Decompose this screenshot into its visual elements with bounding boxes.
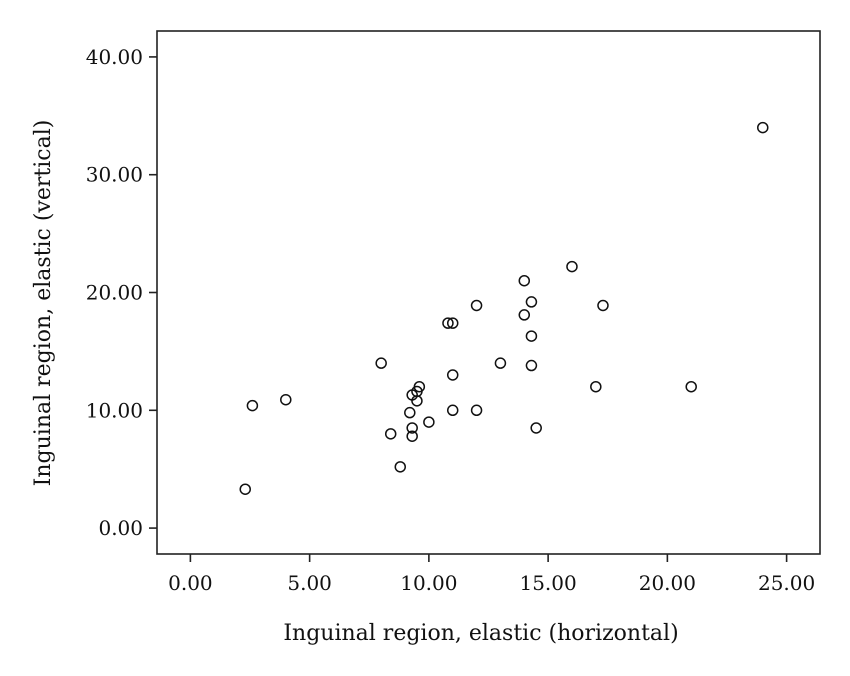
- x-axis: 0.00 5.00 10.00 15.00 20.00 25.00: [168, 554, 815, 595]
- data-point: [494, 357, 507, 369]
- data-point: [566, 260, 578, 273]
- data-point: [525, 296, 538, 308]
- x-tick-label: 20.00: [639, 571, 696, 595]
- x-axis-title: Inguinal region, elastic (horizontal): [283, 621, 678, 646]
- data-point: [597, 299, 609, 312]
- y-tick-label: 10.00: [86, 398, 143, 422]
- y-axis-title: Inguinal region, elastic (vertical): [31, 120, 56, 487]
- data-point: [590, 380, 602, 393]
- data-point: [470, 299, 483, 312]
- data-point: [375, 357, 387, 369]
- data-point: [446, 317, 459, 329]
- data-point: [423, 416, 435, 428]
- data-point: [384, 428, 397, 440]
- data-point: [446, 369, 459, 381]
- data-point: [525, 359, 538, 372]
- data-point: [757, 121, 769, 134]
- data-point: [406, 430, 418, 442]
- y-tick-label: 20.00: [86, 281, 143, 305]
- data-point: [530, 422, 542, 434]
- data-point: [518, 274, 531, 287]
- y-tick-label: 0.00: [98, 516, 143, 540]
- data-point: [413, 380, 426, 393]
- y-tick-label: 40.00: [86, 45, 143, 69]
- data-point: [446, 404, 459, 417]
- data-point: [394, 461, 407, 473]
- data-point: [246, 399, 259, 412]
- data-point: [442, 317, 454, 329]
- data-point: [518, 309, 531, 321]
- x-tick-label: 0.00: [168, 571, 213, 595]
- data-point: [411, 395, 423, 407]
- data-point: [525, 330, 538, 342]
- data-point: [685, 380, 697, 393]
- data-point: [239, 483, 251, 495]
- data-point: [280, 393, 292, 406]
- x-tick-label: 10.00: [400, 571, 457, 595]
- x-tick-label: 25.00: [758, 571, 815, 595]
- data-point: [406, 422, 418, 434]
- x-tick-label: 5.00: [287, 571, 332, 595]
- data-point: [470, 404, 483, 417]
- x-tick-label: 15.00: [519, 571, 576, 595]
- plot-frame: [156, 30, 821, 555]
- data-point: [404, 406, 416, 419]
- y-tick-label: 30.00: [86, 163, 143, 187]
- data-points: [239, 121, 769, 495]
- y-axis: 0.00 10.00 20.00 30.00 40.00: [86, 45, 157, 540]
